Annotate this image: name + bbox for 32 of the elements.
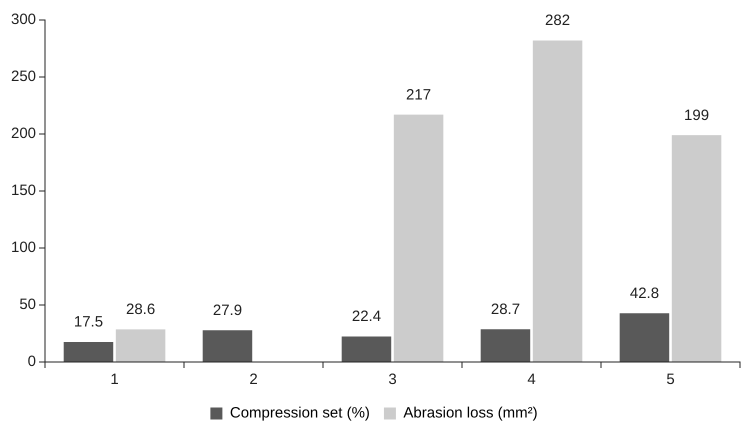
y-tick-label: 100 bbox=[10, 239, 36, 256]
bar bbox=[480, 329, 530, 362]
legend-label: Compression set (%) bbox=[230, 404, 370, 422]
bar bbox=[116, 329, 166, 362]
bar bbox=[672, 135, 722, 362]
y-tick-label: 50 bbox=[19, 296, 36, 314]
y-tick-label: 150 bbox=[10, 182, 36, 200]
y-tick-label: 300 bbox=[10, 11, 36, 28]
y-tick-label: 200 bbox=[10, 125, 36, 142]
data-label: 282 bbox=[545, 12, 570, 30]
legend-label: Abrasion loss (mm²) bbox=[403, 404, 538, 422]
bar bbox=[342, 336, 392, 362]
data-label: 42.8 bbox=[630, 284, 660, 302]
bar bbox=[202, 330, 252, 362]
bar bbox=[394, 114, 444, 362]
x-tick-label: 5 bbox=[666, 371, 675, 388]
data-label: 199 bbox=[684, 106, 710, 124]
x-tick-label: 4 bbox=[527, 371, 536, 388]
data-label: 28.6 bbox=[126, 301, 156, 318]
y-tick-label: 0 bbox=[28, 353, 36, 370]
bar bbox=[64, 342, 114, 362]
bar bbox=[532, 40, 582, 362]
data-label: 17.5 bbox=[74, 314, 104, 331]
bar bbox=[620, 313, 670, 362]
x-tick-label: 2 bbox=[249, 371, 258, 388]
data-label: 217 bbox=[406, 86, 432, 104]
data-label: 27.9 bbox=[212, 302, 242, 319]
data-label: 22.4 bbox=[352, 308, 382, 326]
y-tick-label: 250 bbox=[10, 68, 36, 86]
x-tick-label: 3 bbox=[388, 371, 397, 388]
data-label: 28.7 bbox=[490, 300, 520, 318]
x-tick-label: 1 bbox=[110, 371, 119, 388]
